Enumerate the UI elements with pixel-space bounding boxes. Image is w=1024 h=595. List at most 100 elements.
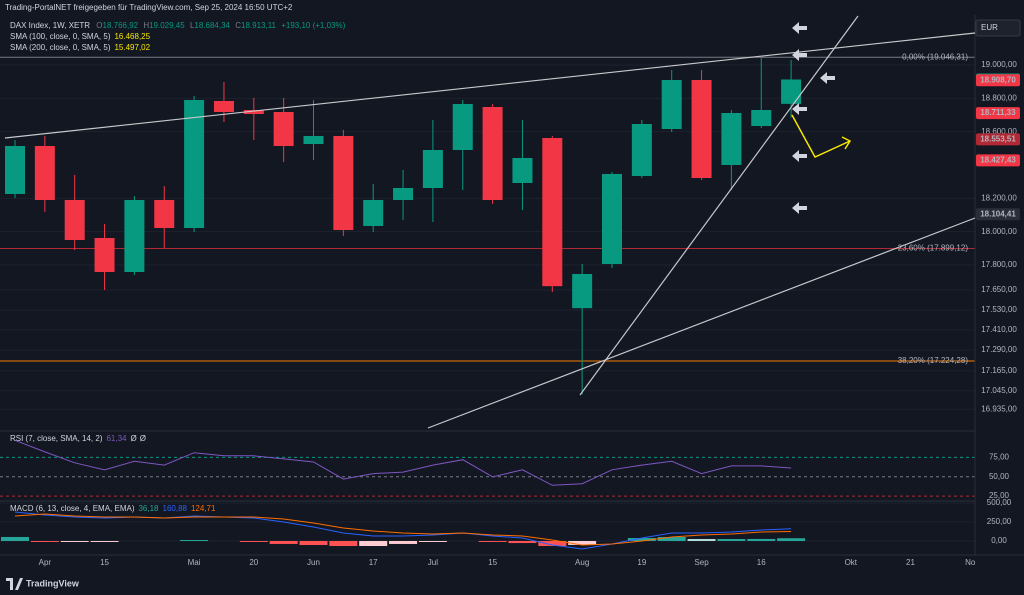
currency-button[interactable] — [975, 19, 1021, 37]
drawings — [4, 15, 976, 429]
histogram-bar — [687, 539, 716, 541]
candle-body — [64, 200, 85, 240]
arrow-icon — [792, 202, 807, 214]
candle-body — [363, 200, 384, 226]
arrows — [792, 22, 835, 214]
ohlc-key: L — [190, 21, 195, 30]
rsi-na: Ø — [131, 434, 137, 443]
histogram-bar — [568, 540, 597, 545]
ohlc-value: 18.766,92 — [103, 21, 139, 30]
y-tick-label: 500,00 — [987, 498, 1012, 507]
candle-body — [5, 146, 25, 194]
fib-label: 0,00% (19.046,31) — [902, 52, 968, 61]
histogram-bar — [538, 540, 567, 547]
price-label: 18.427,43 — [980, 156, 1016, 165]
candle-body — [661, 80, 682, 129]
x-tick-label: Mai — [188, 558, 201, 567]
candle-body — [691, 80, 712, 178]
x-tick-label: 19 — [637, 558, 646, 567]
price-label-box — [976, 208, 1020, 221]
symbol: DAX Index, 1W, XETR — [10, 21, 90, 30]
y-tick-label: 17.530,00 — [981, 305, 1017, 314]
projection-arrow — [791, 114, 851, 158]
x-tick-label: 20 — [249, 558, 258, 567]
histogram-bar — [747, 538, 776, 541]
trend-line — [579, 15, 859, 396]
macd-value: 124,71 — [191, 504, 216, 513]
histogram-bar — [717, 539, 746, 541]
price-label-box — [976, 107, 1020, 120]
price-label: 18.553,51 — [980, 135, 1016, 144]
x-tick-label: 21 — [906, 558, 915, 567]
rsi-value: 61,34 — [106, 434, 127, 443]
rsi-line — [14, 439, 792, 486]
x-tick-label: 15 — [488, 558, 497, 567]
candle-body — [452, 104, 473, 150]
price-label: 18.711,33 — [980, 108, 1016, 117]
macd-legend: MACD (6, 13, close, 4, EMA, EMA) 36,18 160… — [10, 504, 216, 513]
candle-body — [781, 79, 802, 104]
candle-body — [273, 112, 294, 146]
candle-body — [572, 274, 593, 309]
macd-line — [14, 513, 792, 546]
histogram-bar — [418, 540, 447, 542]
candle-body — [751, 110, 772, 126]
candle-body — [184, 100, 205, 228]
y-tick-label: 250,00 — [987, 517, 1012, 526]
y-tick-label: 17.165,00 — [981, 366, 1017, 375]
candle-body — [393, 188, 414, 200]
histogram-bar — [508, 540, 537, 544]
arrow-icon — [792, 103, 807, 115]
fib-label: 23,60% (17.899,12) — [898, 244, 969, 253]
macd-title: MACD (6, 13, close, 4, EMA, EMA) — [10, 504, 135, 513]
price-label: 18.104,41 — [980, 209, 1016, 218]
x-tick-label: Apr — [39, 558, 52, 567]
y-tick-label: 18.600,00 — [981, 127, 1017, 136]
price-label-box — [976, 74, 1020, 87]
histogram-bar — [1, 536, 29, 541]
histogram-bar — [329, 540, 358, 547]
top-bar: Trading-PortalNET freigegeben für Tradin… — [5, 3, 293, 12]
ohlc-value: 18.684,34 — [194, 21, 230, 30]
histogram-bar — [269, 540, 298, 544]
candle-body — [542, 138, 563, 287]
x-tick-label: Jun — [307, 558, 320, 567]
histogram-bar — [239, 540, 268, 542]
x-tick-label: 16 — [757, 558, 766, 567]
candle-body — [422, 150, 443, 188]
x-tick-label: Aug — [575, 558, 589, 567]
candle-body — [721, 113, 742, 165]
trend-line — [427, 217, 976, 429]
y-tick-label: 16.935,00 — [981, 404, 1017, 413]
histogram-bar — [299, 540, 328, 546]
currency[interactable]: EUR — [981, 23, 998, 32]
indicator-legend: SMA (200, close, 0, SMA, 5) 15.497,02 — [10, 43, 151, 52]
y-tick-label: 18.200,00 — [981, 193, 1017, 202]
fib-label: 38,20% (17.224,28) — [898, 356, 969, 365]
indicator-value: 15.497,02 — [114, 43, 150, 52]
ohlc-value: 18.913,11 — [241, 21, 277, 30]
candle-body — [94, 238, 115, 272]
y-tick-label: 17.650,00 — [981, 285, 1017, 294]
price-label-box — [976, 154, 1020, 167]
indicator-name: SMA (100, close, 0, SMA, 5) — [10, 32, 111, 41]
logo — [6, 578, 23, 590]
x-tick-label: 15 — [100, 558, 109, 567]
histogram-bar — [478, 540, 507, 542]
y-tick-label: 17.800,00 — [981, 260, 1017, 269]
ohlc-change: +193,10 (+1,03%) — [281, 21, 345, 30]
y-tick-label: 0,00 — [991, 536, 1007, 545]
candle-body — [213, 101, 234, 112]
histogram-bar — [389, 540, 418, 544]
histogram-bar — [90, 540, 119, 542]
histogram-bar — [30, 540, 59, 542]
arrow-icon — [792, 150, 807, 162]
indicator-legend: SMA (100, close, 0, SMA, 5) 16.468,25 — [10, 32, 151, 41]
arrow-icon — [792, 22, 807, 34]
candle-body — [243, 110, 264, 114]
arrow-icon — [820, 72, 835, 84]
x-tick-label: No — [965, 558, 976, 567]
y-tick-label: 25,00 — [989, 491, 1010, 500]
